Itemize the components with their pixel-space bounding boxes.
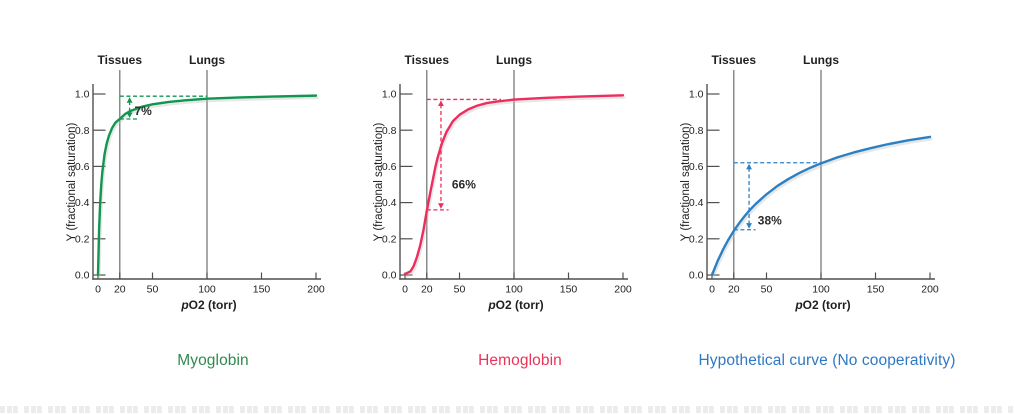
x-tick-label: 200 (921, 284, 939, 296)
page-bottom-edge-pattern (0, 406, 1014, 413)
myoglobin-panel: Tissues Lungs 0.0 0.2 0.4 0.6 0.8 1.0 0 20 50 100 15… (63, 40, 363, 370)
x-tick-label: 20 (114, 284, 126, 296)
hemoglobin-caption: Hemoglobin (478, 352, 562, 369)
tissues-label: Tissues (98, 53, 143, 67)
saturation-curve (403, 94, 625, 276)
y-tick-label: 0.4 (75, 197, 90, 209)
hypothetical-curve-panel: Tissues Lungs 0.0 0.2 0.4 0.6 0.8 1.0 0 20 50 100 15… (677, 40, 977, 370)
y-tick-label: 1.0 (75, 89, 90, 101)
difference-percent-label: 38% (758, 214, 782, 228)
arrowhead-up (746, 163, 752, 170)
hemoglobin-panel: Tissues Lungs 0.0 0.2 0.4 0.6 0.8 1.0 0 20 50 100 15… (370, 40, 670, 370)
y-tick-label: 0.2 (382, 233, 397, 245)
arrowhead-down (126, 112, 133, 118)
myoglobin-caption: Myoglobin (177, 352, 249, 369)
y-tick-label: 0.6 (689, 161, 704, 173)
y-tick-label: 0.2 (689, 233, 704, 245)
myoglobin-plot: Tissues Lungs 0.0 0.2 0.4 0.6 0.8 1.0 0 20 50 100 15… (66, 53, 325, 312)
chart-panels-row: Tissues Lungs 0.0 0.2 0.4 0.6 0.8 1.0 0 20 50 100 15… (63, 40, 977, 370)
x-tick-label: 0 (709, 284, 715, 296)
y-tick-label: 0.0 (75, 270, 90, 282)
tissues-label: Tissues (712, 53, 757, 67)
y-axis-label: Y (fractional saturation) (373, 122, 385, 241)
y-tick-label: 0.8 (75, 125, 90, 137)
y-tick-label: 0.8 (689, 125, 704, 137)
difference-percent-label: 7% (135, 104, 153, 118)
hemoglobin-plot: Tissues Lungs 0.0 0.2 0.4 0.6 0.8 1.0 0 20 50 100 15… (373, 53, 632, 312)
y-axis-label: Y (fractional saturation) (680, 122, 692, 241)
y-tick-label: 0.6 (382, 161, 397, 173)
lungs-label: Lungs (496, 53, 532, 67)
x-tick-label: 50 (761, 284, 773, 296)
hypothetical-curve-plot: Tissues Lungs 0.0 0.2 0.4 0.6 0.8 1.0 0 20 50 100 15… (680, 53, 939, 312)
y-tick-label: 0.4 (689, 197, 704, 209)
y-tick-label: 0.6 (75, 161, 90, 173)
x-tick-label: 100 (198, 284, 216, 296)
x-tick-label: 20 (728, 284, 740, 296)
x-tick-label: 0 (95, 284, 101, 296)
y-tick-label: 1.0 (382, 89, 397, 101)
x-tick-label: 20 (421, 284, 433, 296)
y-axis-label: Y (fractional saturation) (66, 122, 78, 241)
y-tick-label: 0.4 (382, 197, 397, 209)
hypothetical-curve-caption: Hypothetical curve (No cooperativity) (698, 352, 956, 369)
y-tick-label: 0.2 (75, 233, 90, 245)
arrowhead-down (746, 223, 752, 229)
y-tick-label: 1.0 (689, 89, 704, 101)
y-tick-label: 0.0 (689, 270, 704, 282)
x-tick-label: 150 (560, 284, 578, 296)
x-tick-label: 100 (505, 284, 523, 296)
saturation-curve (710, 135, 932, 277)
difference-percent-label: 66% (452, 178, 476, 192)
curve-shadow (97, 96, 319, 279)
curve-shadow (404, 96, 626, 278)
y-tick-label: 0.0 (382, 270, 397, 282)
x-axis-label: pO2 (torr) (794, 298, 850, 312)
x-tick-label: 150 (253, 284, 271, 296)
x-tick-label: 150 (867, 284, 885, 296)
x-axis-label: pO2 (torr) (487, 298, 543, 312)
lungs-label: Lungs (189, 53, 225, 67)
arrowhead-up (438, 100, 444, 107)
arrowhead-down (438, 203, 444, 209)
tissues-label: Tissues (405, 53, 450, 67)
x-tick-label: 200 (614, 284, 632, 296)
x-tick-label: 50 (147, 284, 159, 296)
x-tick-label: 50 (454, 284, 466, 296)
curve-shadow (711, 137, 933, 279)
x-axis-label: pO2 (torr) (180, 298, 236, 312)
x-tick-label: 100 (812, 284, 830, 296)
x-tick-label: 200 (307, 284, 325, 296)
lungs-label: Lungs (803, 53, 839, 67)
x-tick-label: 0 (402, 284, 408, 296)
arrowhead-up (126, 97, 133, 103)
y-tick-label: 0.8 (382, 125, 397, 137)
